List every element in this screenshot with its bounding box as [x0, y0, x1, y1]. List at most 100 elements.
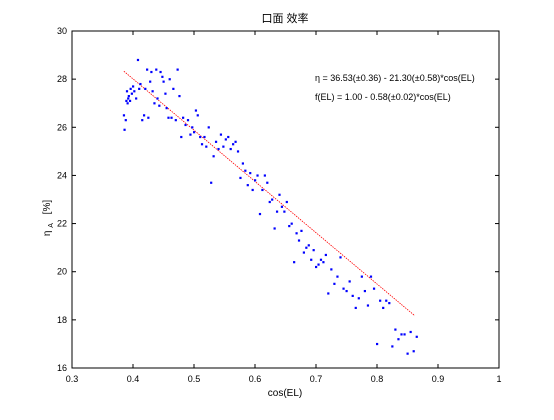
data-point — [124, 119, 127, 122]
y-tick-label: 22 — [57, 219, 67, 229]
data-point — [153, 102, 156, 105]
data-point — [268, 200, 271, 204]
data-point — [174, 119, 177, 122]
data-point — [214, 140, 218, 143]
data-point — [227, 135, 230, 139]
y-axis-label-subscript: A — [48, 223, 55, 228]
data-point — [397, 338, 400, 341]
data-point — [339, 256, 342, 259]
y-axis-label: η A [%] — [42, 200, 55, 237]
data-point — [254, 179, 257, 182]
x-axis-label: cos(EL) — [268, 388, 302, 399]
data-point — [258, 212, 262, 216]
data-point — [159, 70, 162, 74]
data-point — [126, 102, 129, 105]
data-point — [324, 253, 327, 257]
data-point — [135, 97, 138, 100]
data-point — [342, 287, 345, 290]
data-point — [155, 68, 158, 71]
data-point — [127, 97, 130, 100]
y-tick-label: 16 — [57, 363, 67, 373]
data-point — [379, 299, 382, 302]
data-point — [149, 80, 152, 83]
data-point — [345, 289, 348, 293]
x-tick-label: 0.4 — [127, 374, 140, 384]
fit-line — [123, 70, 416, 317]
data-point — [357, 297, 360, 300]
data-point — [232, 143, 235, 146]
y-tick-label: 20 — [57, 267, 67, 277]
data-point — [219, 133, 223, 136]
data-point — [288, 224, 291, 228]
data-point — [317, 263, 320, 266]
data-point — [207, 126, 210, 129]
data-point — [205, 145, 208, 148]
data-point — [172, 87, 175, 90]
y-tick-label: 24 — [57, 170, 67, 180]
data-point — [295, 232, 298, 235]
data-point — [251, 188, 254, 192]
data-point — [199, 135, 202, 139]
data-point — [336, 275, 339, 278]
data-point — [363, 289, 366, 293]
data-point — [146, 68, 149, 71]
data-point — [278, 193, 281, 196]
normalized-fit-annotation: f(EL) = 1.00 - 0.58(±0.02)*cos(EL) — [315, 92, 451, 102]
data-point — [244, 169, 247, 172]
data-point — [125, 99, 128, 103]
data-point — [388, 302, 391, 305]
chart-title: 口面 效率 — [261, 11, 308, 25]
data-point — [130, 92, 133, 95]
data-point — [234, 140, 237, 143]
data-point — [249, 172, 252, 175]
data-point — [366, 304, 370, 307]
data-point — [144, 87, 147, 90]
data-point — [261, 188, 264, 192]
data-point — [300, 229, 303, 232]
data-point — [161, 75, 164, 78]
x-tick-label: 0.5 — [188, 374, 201, 384]
data-point — [196, 114, 199, 117]
data-point — [319, 258, 323, 261]
x-tick-label: 0.7 — [310, 374, 323, 384]
data-point — [271, 198, 274, 201]
data-point — [236, 150, 240, 153]
y-axis-label-unit: [%] — [42, 200, 53, 215]
data-point — [203, 135, 206, 139]
data-point — [307, 244, 310, 247]
data-point — [348, 280, 351, 283]
data-point — [217, 147, 220, 151]
data-point — [186, 119, 190, 122]
data-point — [354, 306, 357, 310]
data-point — [246, 184, 249, 187]
data-point — [191, 126, 194, 129]
x-tick-label: 0.3 — [66, 374, 79, 384]
data-point — [125, 90, 129, 93]
data-point — [400, 333, 403, 336]
x-tick-label: 1 — [496, 374, 501, 384]
data-point — [394, 328, 397, 331]
data-point — [333, 282, 336, 285]
data-point — [139, 82, 142, 86]
data-point — [142, 114, 146, 117]
data-point — [297, 239, 301, 242]
data-point — [241, 162, 244, 165]
data-point — [147, 116, 150, 119]
data-point — [122, 114, 126, 117]
data-point — [212, 155, 215, 158]
data-point — [315, 265, 318, 269]
y-tick-label: 28 — [57, 74, 67, 84]
data-point — [376, 342, 379, 346]
data-point — [141, 119, 144, 122]
data-point — [305, 246, 308, 249]
data-point — [158, 104, 161, 107]
data-point — [200, 143, 204, 146]
data-point — [162, 80, 165, 83]
data-point — [167, 116, 170, 119]
data-point — [224, 138, 227, 141]
data-point — [285, 200, 288, 204]
data-point — [280, 205, 284, 208]
y-axis-label-symbol: η — [42, 231, 53, 237]
data-point — [178, 94, 181, 98]
data-point — [409, 330, 412, 334]
